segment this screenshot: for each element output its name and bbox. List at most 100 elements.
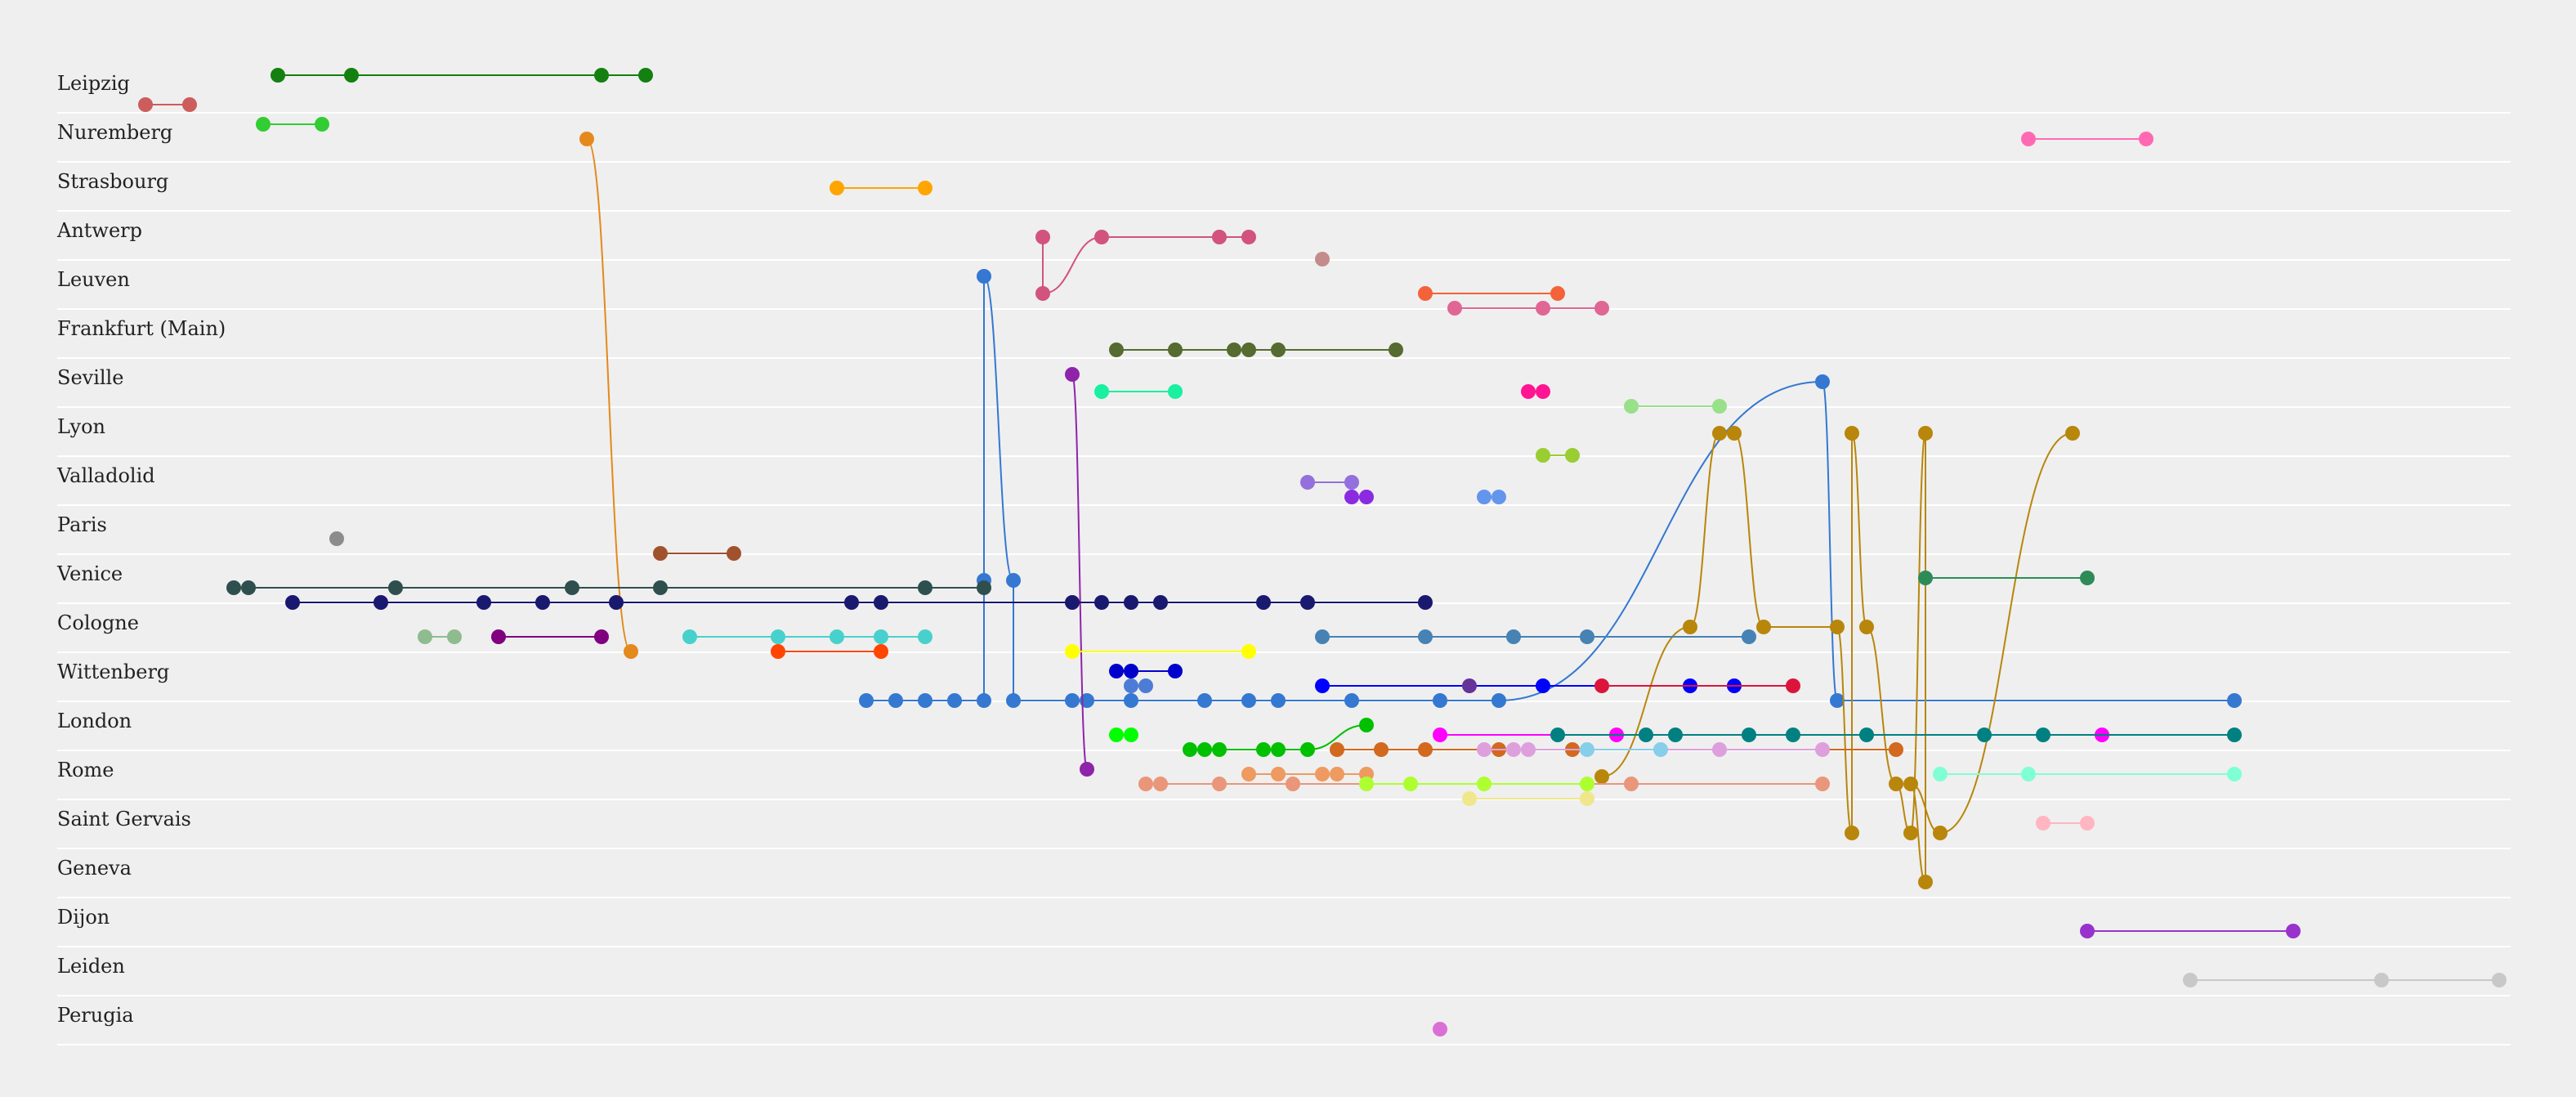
- data-point[interactable]: [830, 629, 844, 644]
- data-point[interactable]: [1830, 620, 1845, 634]
- data-point[interactable]: [1815, 777, 1830, 791]
- data-point[interactable]: [1315, 629, 1330, 644]
- data-point[interactable]: [1506, 629, 1521, 644]
- data-point[interactable]: [1271, 343, 1286, 357]
- data-point[interactable]: [1859, 728, 1874, 742]
- data-point[interactable]: [2080, 571, 2095, 585]
- data-point[interactable]: [1477, 777, 1491, 791]
- data-point[interactable]: [1035, 286, 1050, 301]
- data-point[interactable]: [1830, 693, 1845, 708]
- data-point[interactable]: [1197, 693, 1212, 708]
- data-point[interactable]: [1889, 742, 1903, 757]
- data-point[interactable]: [1183, 742, 1197, 757]
- data-point[interactable]: [1903, 777, 1918, 791]
- data-point[interactable]: [1374, 742, 1389, 757]
- data-point[interactable]: [1271, 767, 1286, 781]
- data-point[interactable]: [2139, 132, 2153, 146]
- data-point[interactable]: [1227, 343, 1241, 357]
- data-point[interactable]: [1433, 728, 1447, 742]
- data-point[interactable]: [2036, 816, 2051, 831]
- data-point[interactable]: [1536, 678, 1550, 693]
- data-point[interactable]: [1418, 742, 1433, 757]
- data-point[interactable]: [1271, 742, 1286, 757]
- data-point[interactable]: [830, 181, 844, 195]
- data-point[interactable]: [1286, 777, 1300, 791]
- data-point[interactable]: [2227, 767, 2242, 781]
- data-point[interactable]: [874, 595, 888, 610]
- data-point[interactable]: [1521, 742, 1536, 757]
- data-point[interactable]: [888, 693, 903, 708]
- data-point[interactable]: [1256, 595, 1271, 610]
- data-point[interactable]: [1580, 629, 1594, 644]
- data-point[interactable]: [1109, 728, 1124, 742]
- data-point[interactable]: [1447, 301, 1462, 316]
- data-point[interactable]: [1536, 384, 1550, 399]
- data-point[interactable]: [1109, 343, 1124, 357]
- data-point[interactable]: [1918, 426, 1933, 441]
- data-point[interactable]: [653, 580, 668, 595]
- data-point[interactable]: [1389, 343, 1403, 357]
- data-point[interactable]: [1668, 728, 1683, 742]
- data-point[interactable]: [388, 580, 403, 595]
- data-point[interactable]: [1639, 728, 1653, 742]
- data-point[interactable]: [1550, 728, 1565, 742]
- data-point[interactable]: [565, 580, 579, 595]
- data-point[interactable]: [1315, 678, 1330, 693]
- data-point[interactable]: [1315, 252, 1330, 266]
- data-point[interactable]: [1300, 595, 1315, 610]
- data-point[interactable]: [1109, 664, 1124, 678]
- data-point[interactable]: [1315, 767, 1330, 781]
- data-point[interactable]: [1653, 742, 1668, 757]
- data-point[interactable]: [1433, 693, 1447, 708]
- data-point[interactable]: [1756, 620, 1771, 634]
- data-point[interactable]: [241, 580, 256, 595]
- data-point[interactable]: [1124, 693, 1138, 708]
- data-point[interactable]: [859, 693, 874, 708]
- data-point[interactable]: [1918, 875, 1933, 889]
- data-point[interactable]: [1521, 384, 1536, 399]
- data-point[interactable]: [1359, 718, 1374, 732]
- data-point[interactable]: [2065, 426, 2080, 441]
- data-point[interactable]: [1168, 664, 1183, 678]
- data-point[interactable]: [1565, 448, 1580, 463]
- data-point[interactable]: [947, 693, 962, 708]
- data-point[interactable]: [1580, 791, 1594, 806]
- data-point[interactable]: [977, 580, 991, 595]
- data-point[interactable]: [1580, 777, 1594, 791]
- data-point[interactable]: [1889, 777, 1903, 791]
- data-point[interactable]: [1344, 693, 1359, 708]
- data-point[interactable]: [2021, 767, 2036, 781]
- data-point[interactable]: [727, 546, 741, 561]
- data-point[interactable]: [1933, 826, 1948, 840]
- data-point[interactable]: [977, 693, 991, 708]
- data-point[interactable]: [1271, 693, 1286, 708]
- data-point[interactable]: [2080, 816, 2095, 831]
- data-point[interactable]: [594, 629, 609, 644]
- data-point[interactable]: [1153, 777, 1168, 791]
- data-point[interactable]: [1359, 490, 1374, 504]
- data-point[interactable]: [579, 132, 594, 146]
- data-point[interactable]: [373, 595, 388, 610]
- data-point[interactable]: [1065, 644, 1080, 659]
- data-point[interactable]: [1094, 595, 1109, 610]
- data-point[interactable]: [2021, 132, 2036, 146]
- data-point[interactable]: [1330, 742, 1344, 757]
- data-point[interactable]: [1462, 678, 1477, 693]
- data-point[interactable]: [1006, 573, 1021, 588]
- data-point[interactable]: [226, 580, 241, 595]
- data-point[interactable]: [1845, 426, 1859, 441]
- data-point[interactable]: [1344, 475, 1359, 490]
- data-point[interactable]: [1742, 728, 1756, 742]
- data-point[interactable]: [1124, 664, 1138, 678]
- data-point[interactable]: [1124, 595, 1138, 610]
- data-point[interactable]: [874, 629, 888, 644]
- data-point[interactable]: [1403, 777, 1418, 791]
- data-point[interactable]: [476, 595, 491, 610]
- data-point[interactable]: [1418, 629, 1433, 644]
- data-point[interactable]: [844, 595, 859, 610]
- data-point[interactable]: [1094, 384, 1109, 399]
- data-point[interactable]: [1241, 644, 1256, 659]
- data-point[interactable]: [1859, 620, 1874, 634]
- data-point[interactable]: [1742, 629, 1756, 644]
- data-point[interactable]: [1536, 448, 1550, 463]
